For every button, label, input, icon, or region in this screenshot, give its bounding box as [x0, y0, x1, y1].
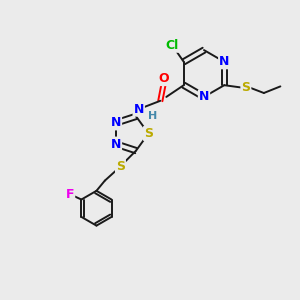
Text: S: S [242, 81, 250, 94]
Text: Cl: Cl [166, 39, 179, 52]
Text: N: N [111, 138, 121, 151]
Text: F: F [66, 188, 74, 201]
Text: N: N [199, 90, 209, 104]
Text: N: N [111, 116, 121, 129]
Text: O: O [159, 72, 169, 85]
Text: N: N [134, 103, 144, 116]
Text: N: N [219, 55, 230, 68]
Text: S: S [144, 127, 153, 140]
Text: H: H [148, 111, 157, 121]
Text: S: S [116, 160, 125, 173]
